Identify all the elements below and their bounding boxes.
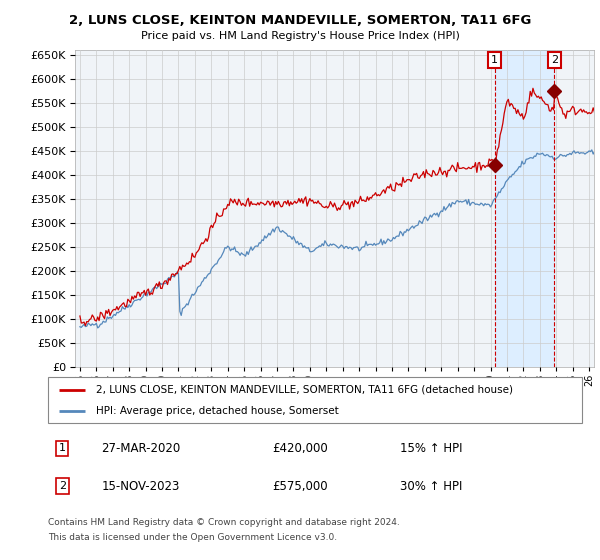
Text: 15-NOV-2023: 15-NOV-2023 — [101, 479, 180, 493]
Text: £420,000: £420,000 — [272, 442, 328, 455]
FancyBboxPatch shape — [48, 377, 582, 423]
Text: £575,000: £575,000 — [272, 479, 328, 493]
Text: 27-MAR-2020: 27-MAR-2020 — [101, 442, 181, 455]
Text: 2, LUNS CLOSE, KEINTON MANDEVILLE, SOMERTON, TA11 6FG: 2, LUNS CLOSE, KEINTON MANDEVILLE, SOMER… — [69, 14, 531, 27]
Text: 15% ↑ HPI: 15% ↑ HPI — [400, 442, 463, 455]
Text: Contains HM Land Registry data © Crown copyright and database right 2024.: Contains HM Land Registry data © Crown c… — [48, 518, 400, 527]
Text: 2: 2 — [59, 481, 66, 491]
Text: This data is licensed under the Open Government Licence v3.0.: This data is licensed under the Open Gov… — [48, 533, 337, 542]
Text: 2, LUNS CLOSE, KEINTON MANDEVILLE, SOMERTON, TA11 6FG (detached house): 2, LUNS CLOSE, KEINTON MANDEVILLE, SOMER… — [96, 385, 513, 395]
Text: HPI: Average price, detached house, Somerset: HPI: Average price, detached house, Some… — [96, 407, 339, 416]
Bar — [494, 50, 554, 367]
Text: 30% ↑ HPI: 30% ↑ HPI — [400, 479, 463, 493]
Text: 1: 1 — [59, 444, 65, 454]
Text: 1: 1 — [491, 55, 498, 65]
Text: 2: 2 — [551, 55, 558, 65]
Text: Price paid vs. HM Land Registry's House Price Index (HPI): Price paid vs. HM Land Registry's House … — [140, 31, 460, 41]
